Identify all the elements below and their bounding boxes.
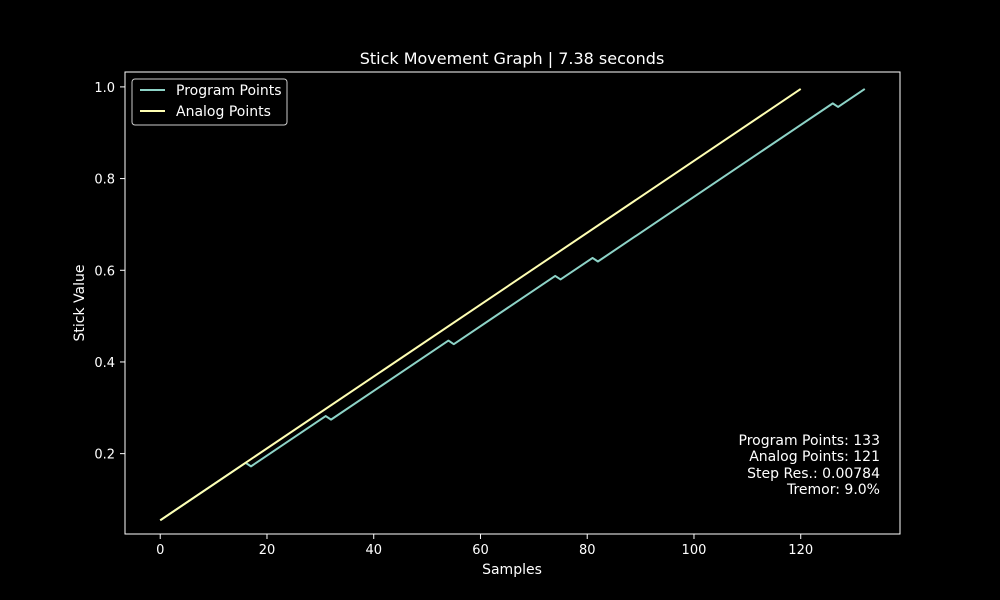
series-line-program-points xyxy=(159,88,866,522)
y-tick-label: 0.4 xyxy=(94,356,115,371)
y-tick-label: 0.6 xyxy=(94,264,115,279)
y-tick-label: 1.0 xyxy=(94,81,115,96)
x-tick-label: 80 xyxy=(579,543,596,558)
legend-label-program-points: Program Points xyxy=(176,83,282,99)
x-tick-label: 60 xyxy=(472,543,489,558)
plot-area xyxy=(124,71,901,535)
x-tick-label: 0 xyxy=(156,543,164,558)
y-tick-label: 0.2 xyxy=(94,448,115,463)
legend-box xyxy=(131,78,288,126)
stats-annotation: Program Points: 133 Analog Points: 121 S… xyxy=(739,433,881,498)
legend-label-analog-points: Analog Points xyxy=(176,104,271,120)
y-tick-label: 0.8 xyxy=(94,173,115,188)
chart-title: Stick Movement Graph | 7.38 seconds xyxy=(360,49,665,68)
x-tick-label: 20 xyxy=(259,543,276,558)
stat-program-points: Program Points: 133 xyxy=(739,433,880,449)
x-tick-label: 40 xyxy=(365,543,382,558)
stat-tremor: Tremor: 9.0% xyxy=(786,482,880,498)
x-axis-label: Samples xyxy=(482,562,542,578)
y-axis: 0.2 0.4 0.6 0.8 1.0 xyxy=(94,81,125,463)
x-axis: 0 20 40 60 80 100 120 xyxy=(156,534,813,558)
x-tick-label: 100 xyxy=(682,543,707,558)
series-line-analog-points xyxy=(159,88,802,522)
legend: Program Points Analog Points xyxy=(131,78,288,126)
x-tick-label: 120 xyxy=(788,543,813,558)
series-layer xyxy=(159,88,866,522)
stat-analog-points: Analog Points: 121 xyxy=(749,449,880,465)
stat-step-res: Step Res.: 0.00784 xyxy=(747,466,880,482)
y-axis-label: Stick Value xyxy=(72,265,88,342)
